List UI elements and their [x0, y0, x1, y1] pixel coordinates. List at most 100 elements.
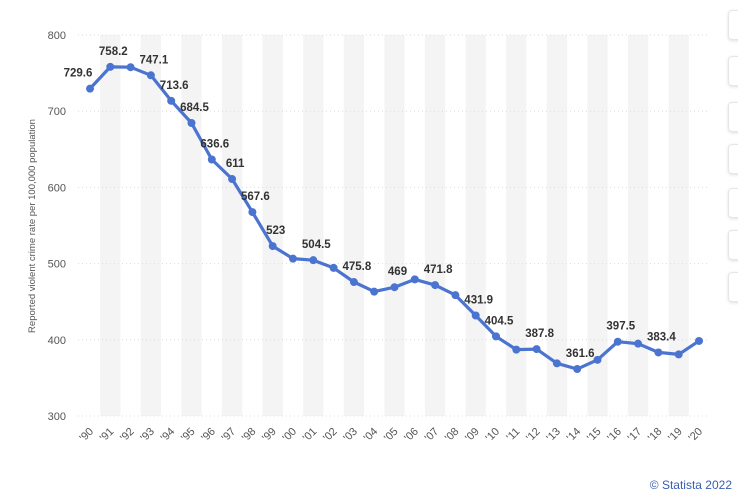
- data-label: 747.1: [140, 54, 169, 66]
- data-label: 729.6: [64, 68, 93, 80]
- data-label: 397.5: [606, 321, 635, 333]
- data-label: 431.9: [464, 294, 493, 306]
- data-point: [613, 337, 622, 346]
- x-tick-label: '97: [220, 426, 239, 445]
- side-toolbar-button[interactable]: [728, 272, 738, 302]
- data-point: [146, 71, 155, 80]
- column-band: [668, 35, 689, 416]
- x-tick-label: '91: [98, 426, 117, 445]
- x-tick-label: '05: [382, 426, 401, 445]
- x-tick-label: '92: [118, 426, 137, 445]
- data-label: 471.8: [424, 264, 453, 276]
- y-tick-label: 600: [48, 182, 66, 194]
- side-toolbar-button[interactable]: [728, 188, 738, 218]
- data-label: 469: [388, 266, 407, 278]
- x-tick-label: '20: [686, 426, 705, 445]
- data-point: [268, 242, 277, 251]
- x-tick-label: '01: [301, 426, 320, 445]
- side-toolbar-button[interactable]: [728, 102, 738, 132]
- x-tick-label: '14: [565, 426, 584, 445]
- side-toolbar-button[interactable]: [728, 56, 738, 86]
- data-label: 611: [226, 158, 245, 170]
- data-point: [695, 336, 703, 345]
- x-tick-label: '94: [159, 426, 178, 445]
- column-band: [262, 35, 283, 416]
- data-label: 361.6: [566, 348, 595, 360]
- gridlines: [78, 34, 710, 417]
- data-point: [207, 155, 216, 164]
- credit-text[interactable]: © Statista 2022: [649, 478, 732, 492]
- x-tick-label: '16: [605, 426, 624, 445]
- x-tick-label: '13: [544, 426, 563, 445]
- x-tick-label: '07: [423, 426, 442, 445]
- data-point: [187, 119, 196, 128]
- y-tick-label: 800: [48, 30, 66, 42]
- data-point: [289, 254, 297, 263]
- x-tick-label: '08: [443, 426, 462, 445]
- data-point: [451, 291, 460, 300]
- y-tick-label: 400: [48, 335, 66, 347]
- data-label: 758.2: [99, 46, 128, 58]
- y-axis-ticks: 300 400 500 600 700 800: [48, 30, 66, 423]
- x-tick-label: '10: [483, 426, 502, 445]
- column-band: [221, 35, 243, 416]
- data-point: [634, 339, 643, 348]
- column-band: [181, 35, 202, 416]
- data-label: 404.5: [485, 315, 514, 327]
- x-tick-label: '95: [179, 426, 198, 445]
- x-tick-label: '12: [524, 426, 543, 445]
- x-tick-label: '98: [240, 426, 259, 445]
- data-label: 504.5: [302, 239, 331, 251]
- x-tick-label: '06: [402, 426, 421, 445]
- column-band: [343, 35, 365, 416]
- x-tick-label: '09: [463, 426, 482, 445]
- column-band: [424, 35, 446, 416]
- side-toolbar-button[interactable]: [728, 144, 738, 174]
- data-label: 713.6: [160, 80, 189, 92]
- data-point: [126, 63, 135, 72]
- x-tick-label: '15: [585, 426, 604, 445]
- x-axis-ticks: '90'91'92'93'94'95'96'97'98'99'00'01'02 '…: [77, 426, 705, 445]
- data-label: 475.8: [343, 261, 372, 273]
- data-point: [492, 332, 500, 341]
- data-point: [471, 311, 480, 320]
- x-tick-label: '03: [341, 426, 360, 445]
- data-point: [329, 263, 338, 272]
- data-point: [167, 96, 176, 105]
- x-tick-label: '90: [77, 426, 96, 445]
- data-points: [86, 62, 703, 374]
- side-toolbar-button[interactable]: [728, 10, 738, 40]
- x-tick-label: '96: [199, 426, 218, 445]
- data-point: [370, 287, 379, 296]
- x-tick-label: '93: [138, 426, 157, 445]
- y-axis-label: Reported violent crime rate per 100,000 …: [27, 119, 38, 333]
- data-label: 684.5: [180, 102, 209, 114]
- column-band: [506, 35, 527, 416]
- data-point: [309, 256, 318, 265]
- data-point: [349, 278, 358, 287]
- data-label: 387.8: [525, 328, 554, 340]
- x-tick-label: '00: [280, 426, 299, 445]
- data-label: 636.6: [200, 139, 229, 151]
- data-point: [552, 359, 561, 368]
- data-label: 567.6: [241, 191, 270, 203]
- column-band: [546, 35, 568, 416]
- column-band: [627, 35, 649, 416]
- data-point: [654, 348, 663, 357]
- data-label: 523: [266, 225, 285, 237]
- column-band: [465, 35, 486, 416]
- data-point: [431, 281, 440, 290]
- data-point: [512, 345, 521, 354]
- data-point: [228, 175, 237, 184]
- y-tick-label: 300: [48, 411, 66, 423]
- x-tick-label: '17: [626, 426, 645, 445]
- alternating-column-bands: [100, 35, 689, 416]
- side-toolbar-button[interactable]: [728, 230, 738, 260]
- data-point: [248, 208, 257, 217]
- data-point: [674, 350, 683, 359]
- column-band: [587, 35, 608, 416]
- y-tick-label: 700: [48, 106, 66, 118]
- data-point: [532, 345, 541, 354]
- column-band: [100, 35, 121, 416]
